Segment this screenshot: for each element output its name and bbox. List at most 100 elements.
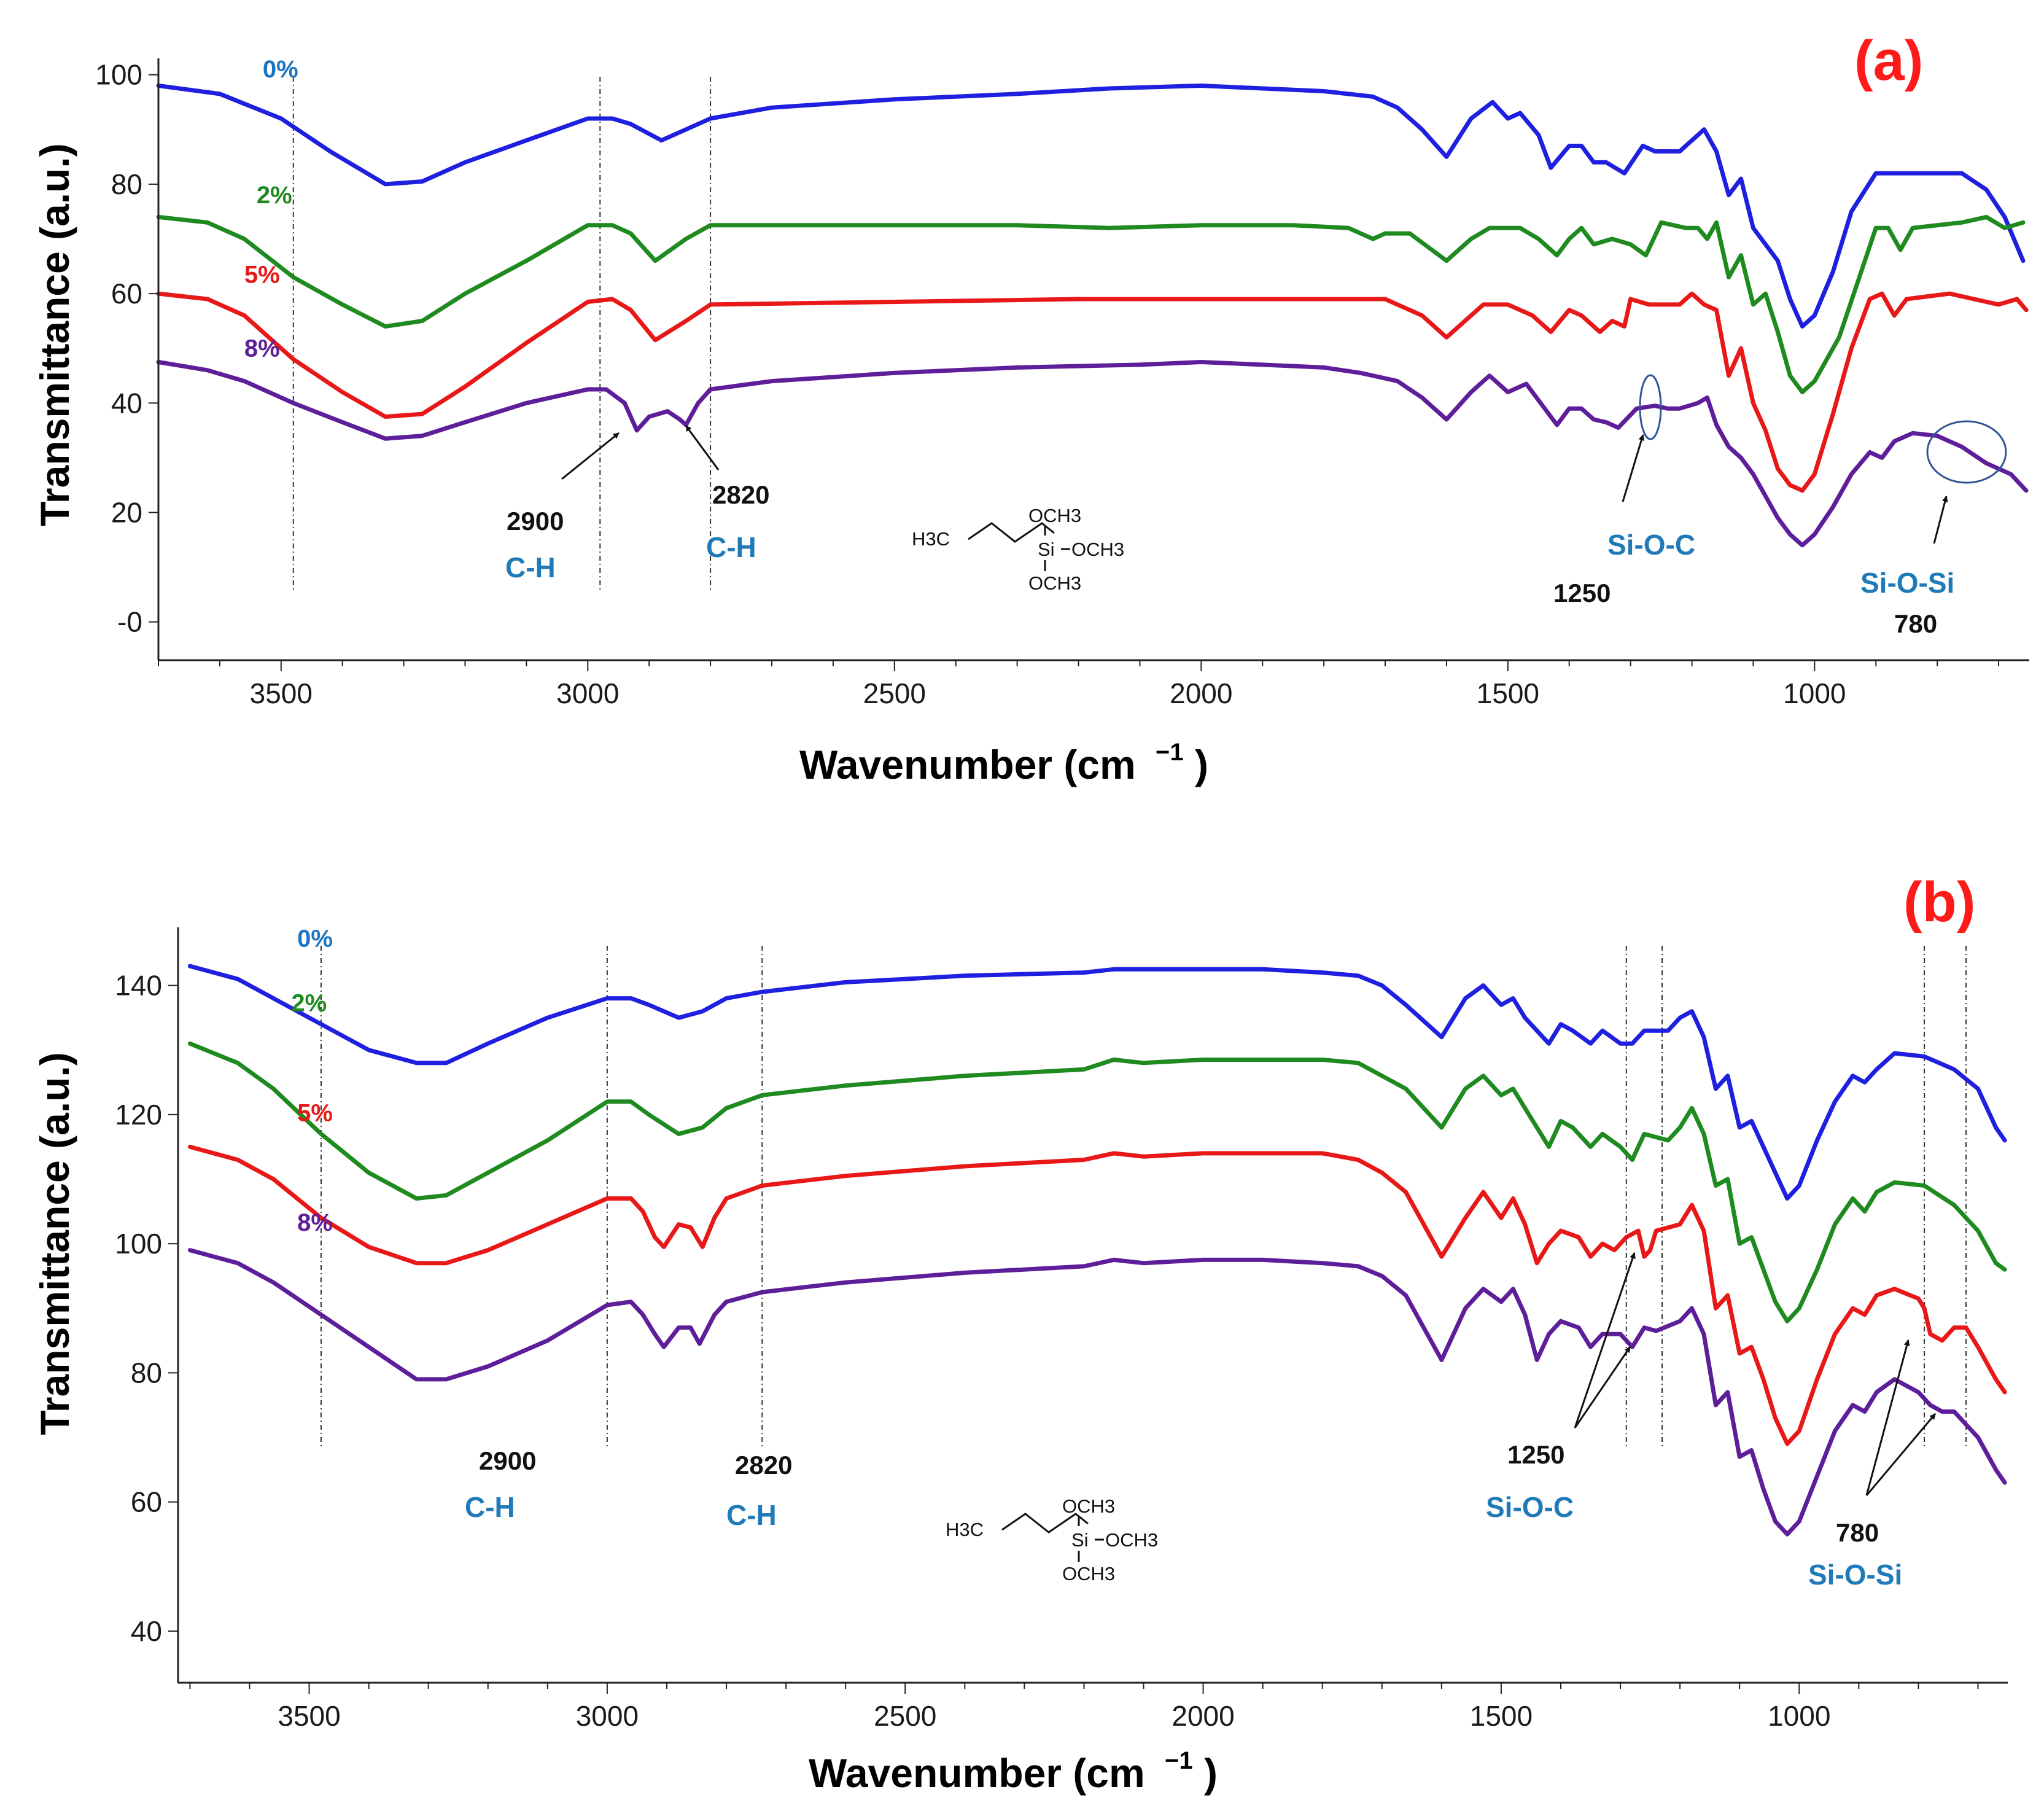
panel-a-molecule-o1: OCH3 <box>1028 505 1081 526</box>
panel-a-x-tick-label: 1500 <box>1477 677 1539 709</box>
panel-a-annot-2820-group: C-H <box>706 531 756 563</box>
panel-b-molecule-bonds <box>1001 1513 1089 1533</box>
panel-b-x-axis-title-sup: −1 <box>1165 1747 1193 1774</box>
panel-b: 3500 3000 2500 2000 1500 1000406080100120140 … <box>32 871 2008 1796</box>
panel-a-molecule: H3C OCH3 Si OCH3 OCH3 <box>912 505 1124 594</box>
panel-b-label: (b) <box>1903 871 1975 933</box>
panel-b-series-label-0: 0% <box>297 926 333 953</box>
panel-b-x-tick-label: 3500 <box>278 1700 340 1732</box>
panel-a-molecule-chain: H3C <box>912 528 950 550</box>
panel-b-x-tick-label: 2000 <box>1172 1700 1234 1732</box>
panel-a-molecule-chain-text: H3C <box>912 528 950 550</box>
panel-b-x-axis-title: Wavenumber (cm −1 ) <box>809 1732 1218 1796</box>
panel-b-arrow-780-b <box>1865 1413 1937 1496</box>
panel-b-series-line-2pct <box>187 1041 2007 1323</box>
panel-b-series-label-5: 5% <box>297 1099 333 1126</box>
panel-a-arrow-2900 <box>561 432 620 480</box>
panel-b-series-labels: 0% 2% 5% 8% <box>291 926 333 1237</box>
panel-b-series-line-0pct <box>187 964 2007 1201</box>
panel-a-x-tick-label: 2000 <box>1170 677 1232 709</box>
panel-a-x-axis-title-close: ) <box>1195 742 1208 787</box>
panel-b-series-label-8: 8% <box>297 1209 333 1236</box>
panel-b-arrow-780-a <box>1865 1339 1910 1496</box>
panel-b-x-tick-label: 2500 <box>874 1700 936 1732</box>
panel-a-series-line-5pct <box>156 291 2029 493</box>
panel-b-y-tick-label: 80 <box>131 1357 162 1389</box>
panel-a-annot-780-num: 780 <box>1894 609 1937 638</box>
panel-a-series-label-8: 8% <box>244 335 280 362</box>
panel-a-x-tick-label: 1000 <box>1783 677 1846 709</box>
panel-a-molecule-bonds <box>968 522 1055 543</box>
panel-a-arrow-780 <box>1933 496 1948 544</box>
panel-b-guide-lines <box>320 946 1967 1449</box>
panel-a-molecule-si: Si <box>1038 539 1055 560</box>
panel-b-series-label-2: 2% <box>291 990 327 1017</box>
panel-a-series-labels: 0% 2% 5% 8% <box>244 56 298 362</box>
panel-a-tick-labels: 3500 3000 2500 2000 1500 1000 -0 20 40 60 80 100 <box>95 59 1846 709</box>
panel-b-annot-2820-group: C-H <box>726 1499 777 1531</box>
panel-b-series-line-5pct <box>187 1144 2007 1446</box>
panel-a-arrow-1250 <box>1622 434 1645 502</box>
panel-a-x-tick-label: 3500 <box>250 677 313 709</box>
panel-b-series <box>187 964 2007 1537</box>
panel-a-annot-2900-num: 2900 <box>507 507 564 536</box>
panel-b-x-axis-title-main: Wavenumber (cm <box>809 1750 1145 1796</box>
panel-a-x-tick-label: 3000 <box>556 677 619 709</box>
panel-a-annot-2820-num: 2820 <box>712 480 769 509</box>
panel-b-molecule-o2: OCH3 <box>1105 1529 1158 1551</box>
panel-a-y-tick-label: 20 <box>111 496 142 528</box>
panel-b-molecule-si: Si <box>1071 1529 1089 1551</box>
panel-b-series-line-8pct <box>187 1248 2007 1537</box>
panel-a-y-tick-label: 100 <box>95 59 142 91</box>
panel-a-ellipse-780 <box>1926 420 2007 484</box>
panel-b-annot-sioc-group: Si-O-C <box>1486 1491 1574 1523</box>
panel-b-annot-2820-num: 2820 <box>735 1451 792 1479</box>
panel-a-y-tick-label: 40 <box>111 387 142 419</box>
panel-b-x-tick-label: 1000 <box>1768 1700 1830 1732</box>
panel-b-x-tick-label: 1500 <box>1470 1700 1533 1732</box>
panel-a-axes <box>149 58 2029 671</box>
panel-a-series-line-0pct <box>156 84 2026 329</box>
panel-a-series-label-0: 0% <box>263 56 298 83</box>
panel-b-annot-1250-num: 1250 <box>1507 1440 1564 1469</box>
panel-b-annot-2900-group: C-H <box>465 1491 515 1523</box>
panel-a-annot-sioc-group: Si-O-C <box>1607 529 1695 561</box>
panel-a-x-axis-title-sup: −1 <box>1156 739 1184 766</box>
panel-b-arrow-1250-b <box>1574 1346 1631 1428</box>
panel-a-y-tick-label: 80 <box>111 168 142 200</box>
panel-a-series-label-5: 5% <box>244 261 280 288</box>
panel-a-molecule-o3: OCH3 <box>1028 572 1081 594</box>
panel-b-annot-780-num: 780 <box>1836 1518 1879 1547</box>
panel-a-molecule-o2: OCH3 <box>1071 539 1124 560</box>
panel-a-annot-1250-num: 1250 <box>1553 579 1611 607</box>
panel-a-x-axis-title: Wavenumber (cm −1 ) <box>799 723 1208 787</box>
panel-b-y-tick-label: 40 <box>131 1615 162 1647</box>
panel-a-series-label-2: 2% <box>257 182 292 209</box>
panel-b-annot-2900-num: 2900 <box>479 1446 536 1475</box>
panel-b-y-tick-label: 120 <box>115 1099 162 1131</box>
panel-a-y-tick-label: -0 <box>117 606 142 638</box>
panel-a-y-axis-title: Transmittance (a.u.) <box>32 143 77 526</box>
panel-b-molecule: H3C OCH3 Si OCH3 OCH3 <box>946 1495 1158 1584</box>
panel-a-x-tick-label: 2500 <box>863 677 926 709</box>
panel-b-x-tick-label: 3000 <box>576 1700 639 1732</box>
panel-a-annot-2900-group: C-H <box>505 551 556 583</box>
panel-b-x-axis-title-close: ) <box>1204 1750 1218 1796</box>
panel-b-molecule-o1: OCH3 <box>1062 1495 1115 1517</box>
panel-b-y-tick-label: 100 <box>115 1228 162 1260</box>
panel-a-y-tick-label: 60 <box>111 278 142 310</box>
panel-a-series <box>156 84 2029 548</box>
panel-a-series-line-8pct <box>156 360 2029 548</box>
panel-b-molecule-chain-text: H3C <box>946 1519 984 1540</box>
panel-b-y-tick-label: 140 <box>115 970 162 1002</box>
panel-a-label: (a) <box>1854 29 1923 92</box>
panel-a-x-axis-title-main: Wavenumber (cm <box>799 742 1136 787</box>
panel-b-molecule-o3: OCH3 <box>1062 1563 1115 1584</box>
panel-a-annot-siosi-group: Si-O-Si <box>1860 567 1954 599</box>
panel-b-y-axis-title: Transmittance (a.u.) <box>32 1052 77 1435</box>
panel-b-molecule-chain: H3C <box>946 1519 984 1540</box>
panel-a: 3500 3000 2500 2000 1500 1000 -0 20 40 60 80 100 (a… <box>32 29 2029 787</box>
panel-a-arrow-2820 <box>685 425 720 470</box>
panel-b-tick-labels: 3500 3000 2500 2000 1500 1000 40 60 80 100 120 140 <box>115 970 1830 1732</box>
